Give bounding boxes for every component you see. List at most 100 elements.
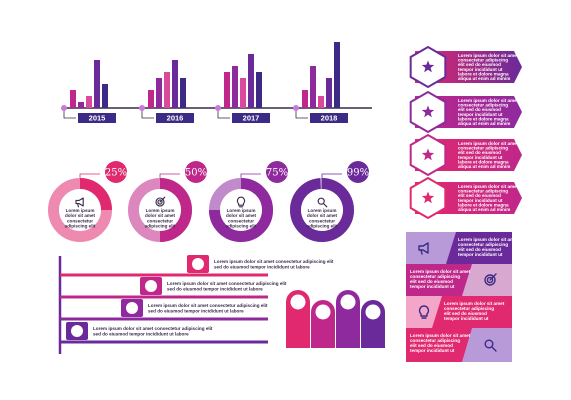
grid-text-line: Lorem ipsum dolor sit amet: [410, 333, 471, 338]
bar-group-2015: 2015: [61, 60, 116, 123]
bar-group-2017: 2017: [215, 54, 270, 123]
bar-group-marker: [61, 105, 67, 111]
hex-text-line: aliqua ut enim ad minim: [458, 207, 510, 212]
percent-badge: [347, 161, 369, 183]
step-row-2: Lorem ipsum dolor sit amet consectetur a…: [60, 277, 287, 299]
target-icon: [155, 196, 166, 207]
hex-panel-4: Lorem ipsum dolor sit amet,consectetur a…: [409, 176, 522, 220]
grid-icon-cell: [406, 296, 442, 328]
percent-label: 75%: [266, 168, 288, 179]
bar: [232, 66, 238, 108]
year-tag: [78, 113, 116, 123]
percent-badge: [266, 161, 288, 183]
donut-caption-line: Lorem ipsum: [66, 208, 95, 213]
step-text-line: Lorem ipsum dolor sit amet consectetur a…: [167, 281, 287, 286]
bar-group-connector: [63, 111, 76, 119]
year-tag: [232, 113, 270, 123]
hex-panel-2: Lorem ipsum dolor sit amet,consectetur a…: [409, 90, 522, 134]
year-tag: [156, 113, 194, 123]
grid-text-line: tempor incididunt ut: [410, 284, 455, 289]
magnifier-handle: [491, 346, 497, 352]
bar: [156, 78, 162, 108]
step-text-line: sed do eiusmod tempor incididunt ut labo…: [93, 332, 189, 337]
bar: [334, 42, 340, 108]
donut-caption-line: dolor sit amet: [226, 213, 257, 218]
target-ring-outer: [484, 274, 496, 286]
grid-text-line: consectetur adipiscing: [410, 338, 460, 343]
donut-value-arc: [159, 178, 192, 242]
hex-panel-1: Lorem ipsum dolor sit amet,consectetur a…: [409, 45, 522, 89]
lightbulb-icon: [236, 196, 246, 208]
donut-hole: [59, 189, 101, 231]
bar-group-marker: [215, 105, 221, 111]
bar: [94, 60, 100, 108]
grid-text-line: Lorem ipsum dolor sit amet: [410, 269, 471, 274]
hex-text-line: Lorem ipsum dolor sit amet,: [458, 141, 520, 146]
bar: [78, 102, 84, 108]
hex-text-line: labore et dolore magna: [458, 116, 509, 121]
bar: [70, 90, 76, 108]
target-arrow: [159, 196, 166, 203]
hex-text-line: tempor incididunt ut: [458, 155, 503, 160]
donut-caption-line: adipiscing elit: [226, 224, 257, 229]
hex-text-line: consectetur adipiscing: [458, 58, 508, 63]
star-shape: [421, 105, 435, 118]
grid-icon-cell: [406, 232, 456, 264]
bar: [310, 66, 316, 108]
percent-badge: [185, 161, 207, 183]
bar: [256, 72, 262, 108]
bar: [164, 72, 170, 108]
target-arrow: [489, 273, 497, 281]
hex-text-line: Lorem ipsum dolor sit amet,: [458, 53, 520, 58]
bar: [180, 78, 186, 108]
step-text-line: Lorem ipsum dolor sit amet consectetur a…: [148, 303, 268, 308]
donut-caption-line: adipiscing elit: [65, 224, 96, 229]
year-label: 2015: [89, 114, 106, 123]
grid-text-line: consectetur adipiscing: [410, 274, 460, 279]
grid-text-line: elit sed do eiusmod: [444, 311, 487, 316]
hex-text-line: tempor incididunt ut: [458, 112, 503, 117]
donut-pointer: [79, 173, 100, 178]
hex-text-line: Lorem ipsum dolor sit amet,: [458, 98, 520, 103]
donut-caption-line: consectetur: [228, 218, 254, 223]
hex-text-line: elit sed do eiusmod: [458, 150, 501, 155]
target-ring-inner: [157, 199, 163, 205]
bar: [148, 90, 154, 108]
lightbulb-glass: [418, 305, 430, 317]
grid-text-line: elit sed do eiusmod: [458, 247, 501, 252]
pillar-3: [336, 290, 360, 348]
hex-text-line: labore et dolore magna: [458, 71, 509, 76]
magnifier-lens: [484, 339, 494, 349]
bar: [248, 54, 254, 108]
megaphone-body: [75, 197, 84, 207]
pillar-1: [286, 290, 310, 348]
grid-text-line: elit sed do eiusmod: [410, 279, 453, 284]
hex-text-line: labore et dolore magna: [458, 202, 509, 207]
donut-pointer: [321, 173, 342, 178]
hex-text-line: aliqua ut enim ad minim: [458, 76, 510, 81]
donut-caption-line: consectetur: [147, 218, 173, 223]
year-label: 2018: [321, 114, 338, 123]
hex-text-line: consectetur adipiscing: [458, 189, 508, 194]
hex-text-line: Lorem ipsum dolor sit amet,: [458, 184, 520, 189]
donut-value-arc: [209, 178, 273, 242]
donut-value-arc: [79, 178, 112, 211]
target-ring-outer: [155, 197, 165, 207]
bar-group-connector: [217, 111, 230, 119]
megaphone-icon: [75, 197, 84, 208]
grid-text-line: tempor incididunt ut: [410, 348, 455, 353]
magnifier-icon: [484, 339, 497, 352]
percent-badge: [105, 161, 127, 183]
donut-pointer: [159, 173, 180, 178]
donut-caption-line: Lorem ipsum: [227, 208, 256, 213]
pillar-hole: [290, 294, 306, 310]
hex-panel-3: Lorem ipsum dolor sit amet,consectetur a…: [409, 133, 522, 177]
pillar-hole: [365, 304, 381, 320]
hex-text-line: aliqua ut enim ad minim: [458, 121, 510, 126]
